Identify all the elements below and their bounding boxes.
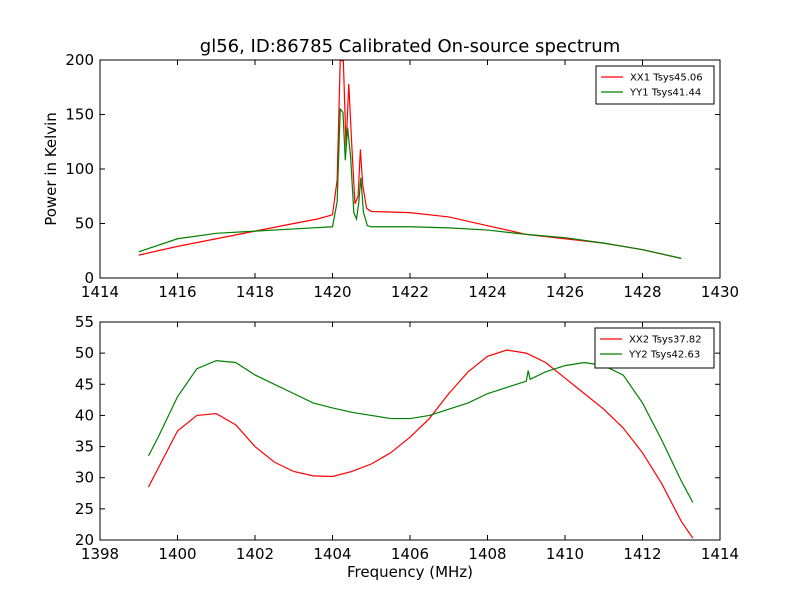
chart-title: gl56, ID:86785 Calibrated On-source spec… bbox=[200, 36, 620, 57]
y-tick-label: 20 bbox=[75, 531, 94, 549]
y-tick-label: 55 bbox=[75, 313, 94, 331]
y-tick-label: 25 bbox=[75, 500, 94, 518]
top-panel: 1414 1416 1418 1420 1422 1424 1426 1428 1430 0 50 1… bbox=[65, 51, 739, 301]
x-tick-label: 1416 bbox=[158, 283, 196, 301]
x-tick-label: 1406 bbox=[391, 545, 429, 563]
series-line-1-2 bbox=[138, 107, 682, 259]
y-tick-label: 30 bbox=[75, 469, 94, 487]
y-tick-label: 150 bbox=[65, 106, 94, 124]
legend-label: YY2 Tsys42.63 bbox=[628, 350, 700, 361]
legend-label: XX1 Tsys45.06 bbox=[630, 73, 703, 84]
x-tick-label: 1404 bbox=[313, 545, 351, 563]
x-tick-label: 1414 bbox=[701, 545, 739, 563]
x-tick-label: 1414 bbox=[81, 283, 119, 301]
legend-box bbox=[594, 327, 715, 369]
y-tick-label: 50 bbox=[75, 344, 94, 362]
x-tick-label: 1426 bbox=[546, 283, 584, 301]
series-line-1-1 bbox=[138, 59, 682, 259]
x-tick-label: 1430 bbox=[701, 283, 739, 301]
y-tick-label: 0 bbox=[84, 269, 94, 287]
x-tick-label: 1408 bbox=[468, 545, 506, 563]
y-tick-label: 200 bbox=[65, 51, 94, 69]
x-tick-label: 1428 bbox=[623, 283, 661, 301]
x-tick-label: 1422 bbox=[391, 283, 429, 301]
x-tick-label: 1400 bbox=[158, 545, 196, 563]
legend-label: XX2 Tsys37.82 bbox=[629, 335, 702, 346]
legend-label: YY1 Tsys41.44 bbox=[629, 88, 701, 99]
x-tick-label: 1424 bbox=[468, 283, 506, 301]
x-tick-label: 1398 bbox=[81, 545, 119, 563]
series-line-2-1 bbox=[147, 349, 694, 539]
y-tick-label: 35 bbox=[75, 438, 94, 456]
legend-box bbox=[595, 65, 715, 105]
legend: XX2 Tsys37.82 YY2 Tsys42.63 bbox=[594, 327, 715, 369]
legend: XX1 Tsys45.06 YY1 Tsys41.44 bbox=[595, 65, 715, 105]
y-tick-label: 50 bbox=[75, 215, 94, 233]
bottom-panel: 1398 1400 1402 1404 1406 1408 1410 1412 1414 20 25… bbox=[75, 313, 739, 563]
x-tick-label: 1410 bbox=[546, 545, 584, 563]
x-tick-label: 1412 bbox=[623, 545, 661, 563]
x-tick-label: 1402 bbox=[236, 545, 274, 563]
y-tick-label: 45 bbox=[75, 375, 94, 393]
y-axis-label-top: Power in Kelvin bbox=[42, 112, 60, 226]
x-tick-label: 1420 bbox=[313, 283, 351, 301]
x-tick-label: 1418 bbox=[236, 283, 274, 301]
y-tick-label: 100 bbox=[65, 160, 94, 178]
y-tick-label: 40 bbox=[75, 406, 94, 424]
series-line-2-2 bbox=[147, 360, 694, 503]
x-axis-label-bottom: Frequency (MHz) bbox=[347, 563, 473, 581]
